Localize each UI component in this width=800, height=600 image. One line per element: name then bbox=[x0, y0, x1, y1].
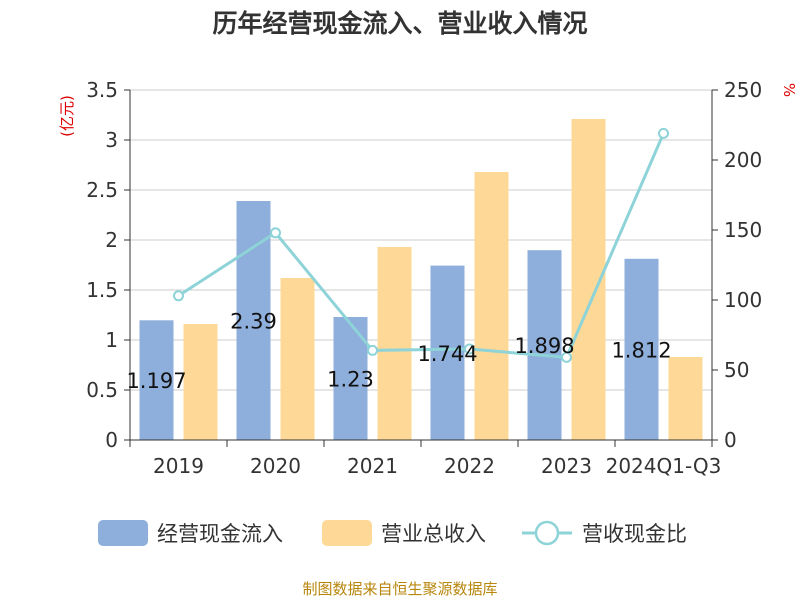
chart-title: 历年经营现金流入、营业收入情况 bbox=[212, 9, 587, 38]
legend-swatch-revenue bbox=[322, 520, 372, 546]
bar-revenue-5 bbox=[668, 357, 703, 440]
right-axis-tick-label: 0 bbox=[724, 428, 737, 452]
x-axis-tick-label: 2022 bbox=[444, 454, 495, 478]
data-labels: 1.197 2.39 1.23 1.744 1.898 1.812 bbox=[126, 310, 671, 394]
axes: 0 0.5 1 1.5 2 2.5 3 3.5 0 50 100 150 200 250 2019 2020 2… bbox=[86, 78, 762, 478]
bar-revenue-1 bbox=[280, 278, 315, 440]
left-axis-tick-label: 1.5 bbox=[86, 278, 118, 302]
bar-revenue-3 bbox=[474, 172, 509, 440]
right-axis-tick-label: 150 bbox=[724, 218, 762, 242]
line-point-2 bbox=[367, 344, 378, 356]
legend-label-ratio: 营收现金比 bbox=[582, 522, 687, 546]
line-point-1 bbox=[270, 227, 281, 239]
bar-cash-inflow-4 bbox=[527, 250, 562, 440]
line-series bbox=[173, 127, 669, 363]
right-axis-tick-label: 50 bbox=[724, 358, 749, 382]
x-axis-tick-label: 2024Q1-Q3 bbox=[606, 454, 722, 478]
left-axis-tick-label: 0 bbox=[105, 428, 118, 452]
right-axis-unit: % bbox=[780, 83, 798, 97]
bar-revenue-2 bbox=[377, 247, 412, 440]
bar-cash-inflow-3 bbox=[430, 265, 465, 440]
data-label-0: 1.197 bbox=[126, 369, 186, 393]
x-axis-tick-label: 2023 bbox=[541, 454, 592, 478]
legend-swatch-ratio-marker bbox=[534, 520, 560, 546]
line-point-0 bbox=[173, 290, 184, 302]
bar-cash-inflow-5 bbox=[624, 258, 659, 440]
grid-lines bbox=[130, 89, 712, 391]
x-axis-tick-label: 2019 bbox=[153, 454, 204, 478]
right-axis-tick-label: 200 bbox=[724, 148, 762, 172]
bar-series bbox=[139, 119, 703, 440]
legend-swatch-cash-inflow bbox=[98, 520, 148, 546]
left-axis-tick-label: 2.5 bbox=[86, 178, 118, 202]
data-label-3: 1.744 bbox=[417, 342, 477, 366]
x-axis-tick-label: 2020 bbox=[250, 454, 301, 478]
data-label-2: 1.23 bbox=[327, 368, 374, 392]
left-axis-tick-label: 3 bbox=[105, 128, 118, 152]
bar-revenue-0 bbox=[183, 324, 218, 440]
line-point-4 bbox=[561, 351, 572, 363]
data-label-5: 1.812 bbox=[611, 338, 671, 362]
line-ratio bbox=[177, 132, 665, 359]
bar-cash-inflow-0 bbox=[139, 320, 174, 440]
right-axis-tick-label: 100 bbox=[724, 288, 762, 312]
data-label-4: 1.898 bbox=[514, 334, 574, 358]
legend-label-cash-inflow: 经营现金流入 bbox=[157, 522, 283, 546]
source-note: 制图数据来自恒生聚源数据库 bbox=[302, 580, 497, 598]
right-axis-tick-label: 250 bbox=[724, 78, 762, 102]
left-axis-tick-label: 3.5 bbox=[86, 78, 118, 102]
left-axis-tick-label: 0.5 bbox=[86, 378, 118, 402]
left-axis-tick-label: 1 bbox=[105, 328, 118, 352]
data-label-1: 2.39 bbox=[230, 310, 277, 334]
left-axis-unit: (亿元) bbox=[58, 95, 76, 137]
x-axis-tick-label: 2021 bbox=[347, 454, 398, 478]
line-point-5 bbox=[658, 127, 669, 139]
legend-label-revenue: 营业总收入 bbox=[381, 522, 486, 546]
legend: 经营现金流入 营业总收入 营收现金比 bbox=[98, 520, 687, 546]
left-axis-tick-label: 2 bbox=[105, 228, 118, 252]
line-point-3 bbox=[464, 343, 475, 355]
